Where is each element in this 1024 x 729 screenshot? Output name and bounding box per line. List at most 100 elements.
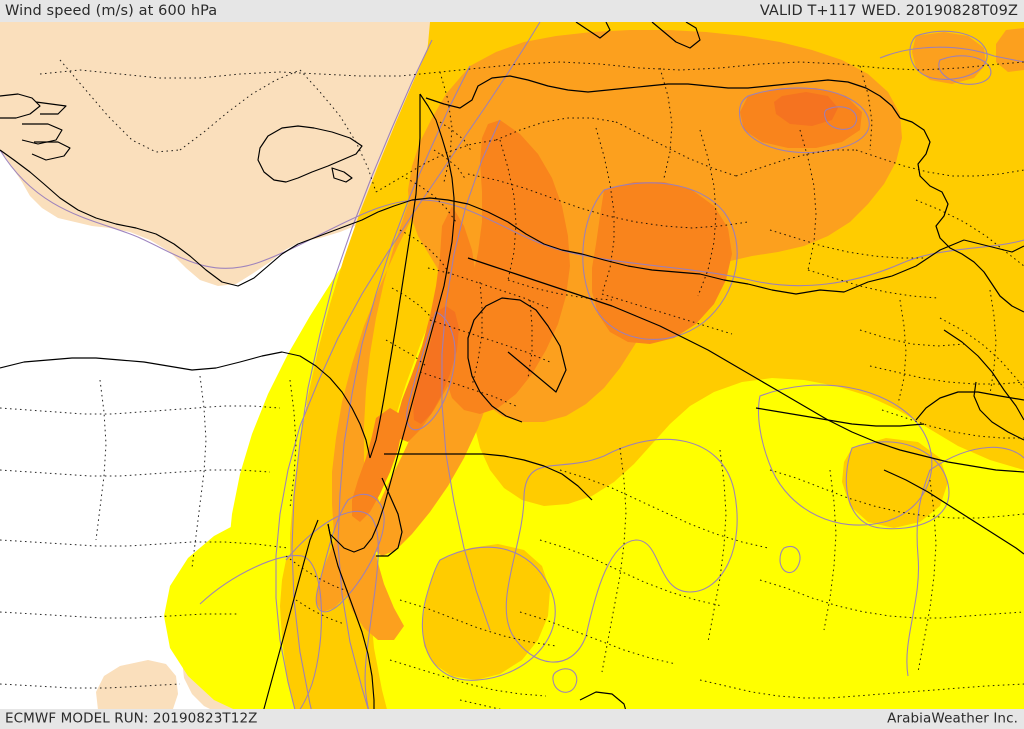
contour-band-maximum (413, 92, 838, 424)
model-run-label: ECMWF MODEL RUN: 20190823T12Z (5, 710, 258, 727)
turkey-province-line-3 (179, 69, 301, 151)
levant-inner-coast (369, 94, 421, 459)
persian-gulf-coast-south (973, 381, 1024, 441)
deep-orange-negev-tongue (352, 408, 402, 522)
jordan-gov-line-3 (419, 371, 517, 407)
syria-iraq-jordan-border (467, 257, 1024, 473)
cyprus-island (260, 124, 360, 180)
orange-sinai-tongue (316, 492, 384, 612)
israel-district-4 (385, 339, 427, 367)
jordan-gov-line-2 (429, 319, 551, 363)
contour-line-islet-a (779, 546, 801, 574)
deep-orange-levant-core (446, 120, 570, 414)
golden-patch-right (842, 438, 948, 528)
egypt-gov-line-6 (95, 379, 107, 541)
israel-district-2 (399, 229, 451, 275)
gulf-suez-coast (261, 519, 319, 717)
iraq-gov-line-2 (939, 317, 1024, 389)
orange-patch-ne (912, 32, 986, 84)
egypt-gov-line-3 (0, 539, 289, 549)
kuwait-border (915, 391, 1024, 421)
egypt-gov-line-7 (191, 375, 207, 569)
israel-egypt-border (376, 477, 403, 557)
iraq-gov-line-5 (881, 409, 1024, 439)
national-borders (376, 75, 1024, 557)
footer-bar: ECMWF MODEL RUN: 20190823T12Z ArabiaWeat… (0, 709, 1024, 729)
gulf-aqaba-coast (327, 523, 375, 722)
contour-line-max-core (406, 311, 456, 431)
saudi-north-border (755, 407, 925, 427)
iraq-gov-line-1 (915, 199, 1024, 267)
israel-district-1 (405, 177, 457, 223)
black-sea-fragment-b (651, 21, 701, 49)
jordan-gov-line-5 (527, 299, 533, 379)
contour-line-syria-core (582, 182, 738, 340)
contour-line-red-sea-lobe (421, 546, 556, 681)
contour-line-east-top (879, 46, 1024, 63)
turkey-province-line-12 (859, 65, 873, 151)
turkey-province-line-7 (615, 121, 737, 177)
syria-gov-line-1 (467, 173, 749, 229)
aegean-coast-a (0, 93, 41, 119)
saudi-region-line-5 (707, 449, 727, 643)
aegean-coast-b (21, 123, 63, 145)
saudi-region-line-8 (769, 469, 1024, 519)
contour-line-yellow-lobe (757, 384, 933, 526)
aegean-coast-c (31, 141, 71, 161)
egypt-med-coast (0, 351, 371, 459)
black-sea-fragment-a (575, 21, 611, 39)
contour-line-8 (275, 21, 541, 723)
saudi-region-line-1 (559, 469, 769, 549)
contour-line-peach-west (505, 438, 738, 663)
jordan-south-border (384, 453, 593, 501)
aegean-land-e (0, 130, 16, 148)
sinai-internal-2 (295, 599, 345, 625)
cyprus-cape (331, 167, 353, 183)
coastlines (0, 21, 1024, 729)
jordan-saudi-border (467, 297, 567, 423)
header-bar: Wind speed (m/s) at 600 hPa VALID T+117 … (0, 0, 1024, 22)
contour-line-nile (285, 510, 379, 729)
saudi-region-line-9 (759, 579, 1024, 619)
contour-line-turkey-south (0, 149, 1024, 287)
contour-line-ne-blob (938, 55, 992, 85)
jet-maximum-core-dead-sea (413, 306, 459, 424)
turkey-province-line-2 (59, 59, 181, 153)
contour-line-12 (291, 39, 433, 729)
turkey-province-line-4 (299, 69, 377, 193)
egypt-gov-line-5 (0, 683, 181, 689)
aegean-land-c (32, 140, 70, 158)
contour-line-right-patch (845, 441, 950, 530)
yellow-med-tongue (228, 22, 540, 729)
contour-line-20 (441, 119, 501, 631)
aegean-coast-d (35, 101, 67, 115)
levant-coastline (371, 93, 455, 539)
iraq-saudi-border (883, 469, 1024, 555)
contour-line-knob (823, 106, 858, 130)
turkey-south-coastline (0, 149, 1024, 295)
contour-line-sinai-orange (315, 493, 385, 613)
page-title: Wind speed (m/s) at 600 hPa (5, 2, 218, 19)
saudi-region-line-7 (917, 479, 937, 673)
golden-lobe-red-sea (422, 544, 550, 680)
contour-line-islet-b (552, 668, 578, 693)
aegean-land-b (16, 122, 62, 142)
cyprus-coastline (257, 125, 363, 183)
contour-lines (0, 21, 1024, 729)
internal-boundaries (0, 59, 1024, 719)
provider-credit: ArabiaWeather Inc. (887, 710, 1018, 727)
jordan-gov-line-1 (427, 267, 549, 309)
deep-orange-syria-core (592, 182, 732, 344)
iraq-iran-border (899, 117, 1024, 313)
contour-line-ne-blob2 (909, 30, 988, 80)
syria-gov-line-4 (697, 129, 717, 297)
egypt-gov-line-8 (289, 379, 297, 509)
turkey-province-line-1 (39, 61, 1024, 79)
egypt-gov-line-2 (0, 469, 271, 477)
valid-time-label: VALID T+117 WED. 20190828T09Z (759, 2, 1018, 19)
persian-gulf-coast (943, 329, 1024, 421)
turkey-province-line-8 (735, 149, 856, 177)
syria-gov-line-3 (595, 127, 615, 295)
